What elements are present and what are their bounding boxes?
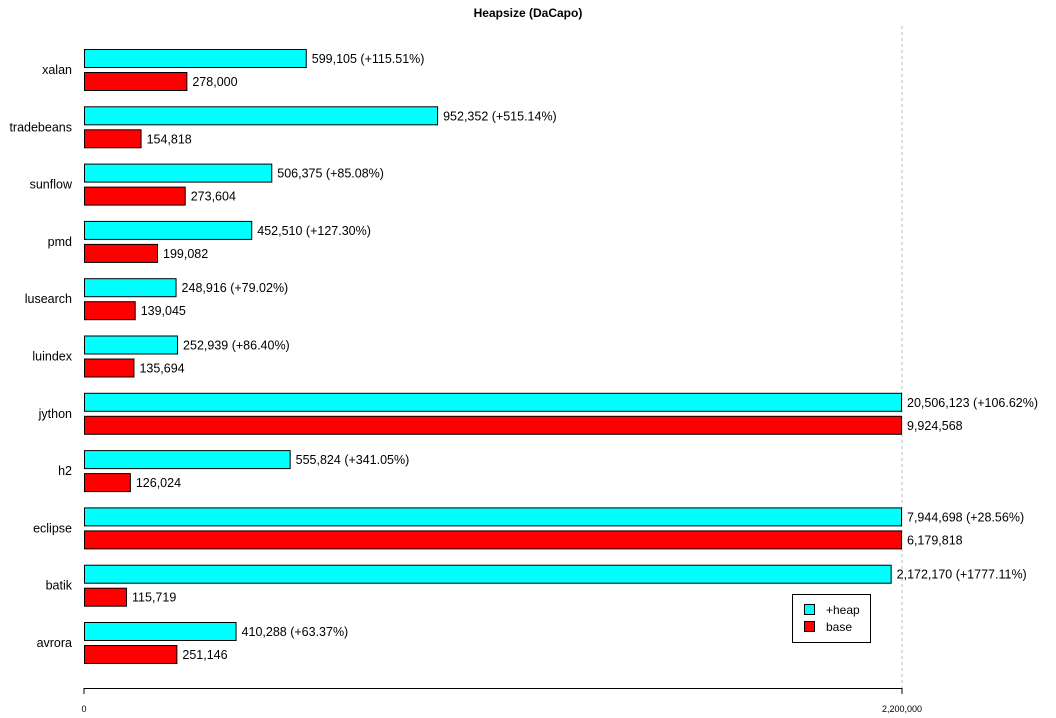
bar-base [84,473,131,493]
x-tick-label: 2,200,000 [882,704,922,714]
data-label: 2,172,170 (+1777.11%) [897,568,1027,582]
bar-base [84,358,135,378]
bar-heap [84,507,902,527]
bar-heap [84,278,177,298]
data-label: 252,939 (+86.40%) [183,339,290,353]
x-axis: 0 2,200,000 [81,688,922,714]
legend-swatch [804,604,815,615]
data-label: 599,105 (+115.51%) [312,52,425,66]
legend-entry: +heap [826,603,860,617]
bar-heap [84,163,273,183]
data-label: 139,045 [141,304,186,318]
bar-heap [84,106,439,126]
data-label: 273,604 [191,190,236,204]
data-label: 952,352 (+515.14%) [443,109,557,123]
category-label: batik [46,579,73,593]
legend-swatch [804,621,815,632]
bar-heap [84,392,902,412]
data-label: 6,179,818 [907,533,963,547]
bar-heap [84,622,237,641]
x-tick-label: 0 [81,704,86,714]
data-label: 7,944,698 (+28.56%) [907,510,1024,524]
legend-entry: base [826,620,852,634]
bar-heap [84,450,291,470]
bar-base [84,530,902,550]
data-label: 410,288 (+63.37%) [242,625,349,639]
category-label: xalan [42,63,72,77]
data-label: 135,694 [139,362,184,376]
bar-base [84,415,902,435]
plot-area: xalan 599,105 (+115.51%) 278,000 tradebeans… [9,26,1038,688]
data-label: 9,924,568 [907,419,963,433]
category-label: avrora [37,636,72,650]
bar-base [84,72,188,91]
data-label: 126,024 [136,476,181,490]
legend-box [792,594,871,643]
bar-base [84,645,178,664]
category-label: eclipse [33,521,72,535]
data-label: 278,000 [192,75,237,89]
data-label: 248,916 (+79.02%) [182,281,289,295]
bar-base [84,129,142,149]
data-label: 452,510 (+127.30%) [257,224,371,238]
category-label: jython [38,407,72,421]
category-label: tradebeans [9,120,72,134]
bar-heap [84,220,253,240]
data-label: 154,818 [147,132,192,146]
category-label: lusearch [25,292,72,306]
bar-base [84,301,136,321]
data-label: 115,719 [132,591,176,605]
bar-base [84,186,186,206]
category-label: sunflow [30,178,73,192]
bar-heap [84,49,307,68]
data-label: 20,506,123 (+106.62%) [907,396,1038,410]
data-label: 555,824 (+341.05%) [296,453,410,467]
legend: +heap base [792,594,871,643]
data-label: 251,146 [182,648,227,662]
category-label: pmd [48,235,72,249]
category-label: luindex [32,350,72,364]
bar-heap [84,335,179,355]
bar-heap [84,564,892,584]
category-label: h2 [58,464,72,478]
chart-title: Heapsize (DaCapo) [474,6,583,20]
bar-base [84,587,128,607]
bar-base [84,243,159,263]
data-label: 199,082 [163,247,208,261]
data-label: 506,375 (+85.08%) [277,167,384,181]
